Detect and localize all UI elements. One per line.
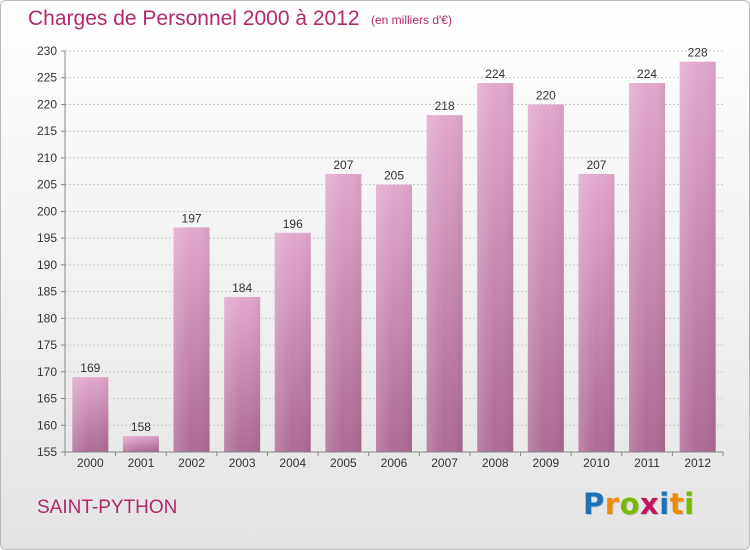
y-tick-label: 210 (37, 151, 57, 165)
data-label: 207 (586, 158, 606, 172)
data-label: 224 (637, 67, 657, 81)
y-tick-label: 170 (37, 365, 57, 379)
proxiti-logo[interactable]: Proxiti (583, 487, 695, 521)
x-tick-label: 2011 (634, 456, 660, 470)
bar-shine (325, 173, 362, 452)
data-labels: 169 158 197 184 196 207 205 218 224 220 207 224 228 (80, 46, 708, 434)
x-tick-label: 2008 (482, 456, 509, 470)
y-tick-label: 195 (37, 231, 57, 245)
x-tick-label: 2001 (128, 456, 155, 470)
bar-shine (274, 232, 311, 452)
logo-letter: o (619, 487, 641, 521)
x-tick-label: 2004 (279, 456, 306, 470)
chart-title: Charges de Personnel 2000 à 2012 (28, 7, 360, 30)
logo-letter: t (669, 487, 685, 521)
x-tick-label: 2009 (532, 456, 559, 470)
bar-shine (527, 104, 564, 452)
logo-letter: i (684, 487, 695, 521)
y-tick-label: 155 (37, 445, 57, 459)
y-tick-label: 165 (37, 392, 57, 406)
data-label: 228 (688, 46, 708, 60)
y-tick-label: 160 (37, 418, 57, 432)
town-name: SAINT-PYTHON (37, 497, 178, 518)
data-label: 207 (333, 158, 353, 172)
logo-letter: r (604, 487, 620, 521)
x-axis: 2000 2001 2002 2003 2004 2005 2006 2007 2008 2009… (64, 451, 724, 470)
data-label: 220 (536, 88, 556, 102)
data-label: 196 (283, 217, 303, 231)
x-tick-label: 2002 (178, 456, 205, 470)
x-tick-label: 2010 (583, 456, 610, 470)
y-axis: 155 160 165 170 175 180 185 190 195 200 205 210 215 2… (37, 44, 66, 459)
bar-shine (679, 61, 716, 453)
bar-shine (376, 184, 412, 452)
data-label: 205 (384, 169, 404, 183)
x-tick-label: 2007 (431, 456, 458, 470)
data-label: 158 (131, 420, 151, 434)
y-tick-label: 220 (37, 97, 57, 111)
data-label: 169 (80, 361, 100, 375)
y-tick-label: 185 (37, 285, 57, 299)
bar-shine (122, 435, 159, 452)
logo-letter: x (640, 487, 660, 521)
y-tick-label: 215 (37, 124, 57, 138)
x-tick-label: 2012 (684, 456, 711, 470)
x-tick-label: 2003 (229, 456, 256, 470)
logo-letter: i (659, 487, 670, 521)
data-label: 218 (435, 99, 455, 113)
bars (72, 61, 716, 453)
bar-shine (629, 83, 666, 452)
y-tick-label: 175 (37, 338, 57, 352)
x-tick-label: 2005 (330, 456, 357, 470)
bar-shine (173, 227, 210, 452)
chart-unit: (en milliers d'€) (371, 13, 452, 27)
data-label: 184 (232, 281, 252, 295)
data-label: 224 (485, 67, 505, 81)
y-tick-label: 230 (37, 44, 57, 58)
x-tick-label: 2006 (381, 456, 408, 470)
logo-letter: P (583, 487, 605, 521)
bar-shine (72, 377, 109, 452)
y-tick-label: 190 (37, 258, 57, 272)
y-tick-label: 205 (37, 178, 57, 192)
x-tick-label: 2000 (77, 456, 104, 470)
bar-shine (578, 173, 615, 452)
bar-shine (224, 296, 261, 452)
y-tick-label: 180 (37, 311, 57, 325)
data-label: 197 (182, 211, 202, 225)
bar-shine (426, 115, 463, 452)
y-tick-label: 200 (37, 204, 57, 218)
bar-shine (477, 83, 514, 452)
y-tick-label: 225 (37, 71, 57, 85)
